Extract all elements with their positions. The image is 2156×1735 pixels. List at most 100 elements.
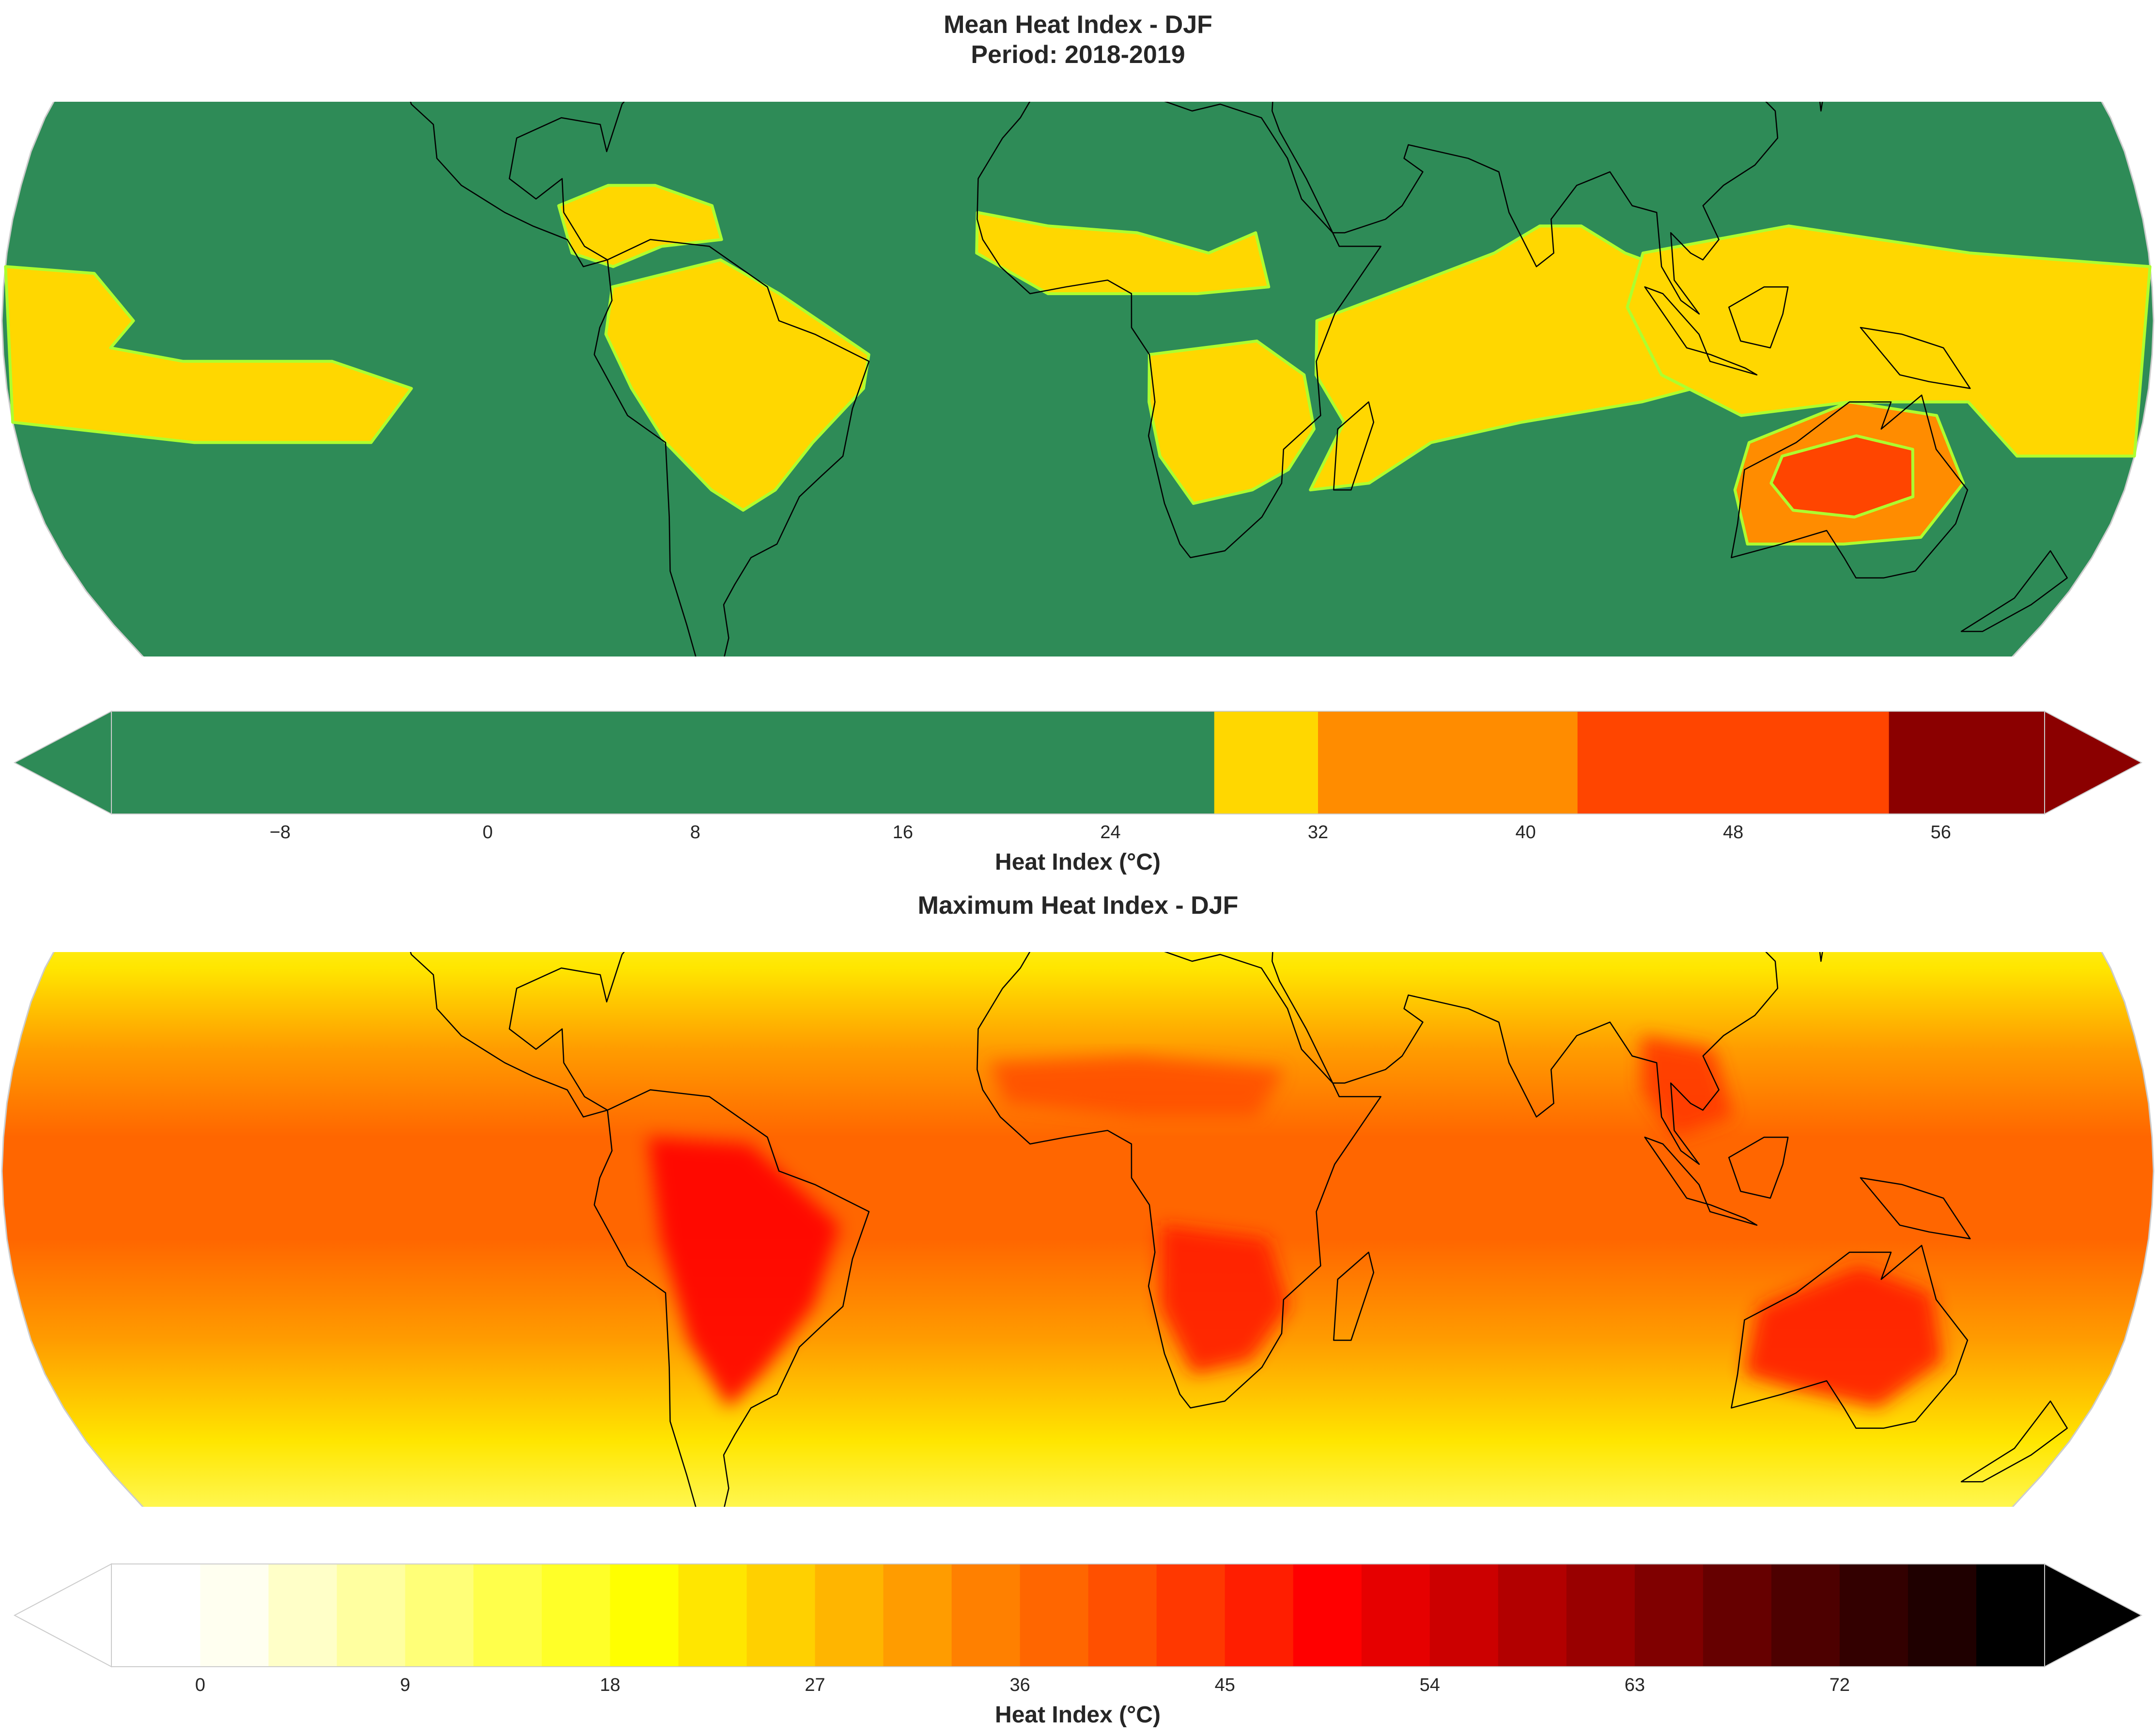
max-colorbar-tick-label: 63 [1625, 1675, 1645, 1695]
coastline-eurasia [1272, 102, 1779, 315]
max-colorbar-segment-under [111, 1564, 201, 1667]
max-colorbar-segment-18 [1429, 1564, 1499, 1667]
max-colorbar-tick-label: 18 [600, 1675, 620, 1695]
max-heat-index-map [1, 952, 2155, 1507]
map1-title: Mean Heat Index - DJF [944, 11, 1212, 39]
coastline-eurasia [1272, 952, 1779, 1165]
mean-colorbar-tick-label: 48 [1723, 822, 1743, 843]
max-colorbar-tick-label: 9 [400, 1675, 410, 1695]
southeast-asia-hotspot [1641, 1035, 1733, 1138]
max-colorbar-tick-label: 36 [1009, 1675, 1030, 1695]
max-colorbar-frame [111, 1563, 2045, 1667]
map1-background [1, 102, 2155, 656]
max-colorbar-segment-14 [1156, 1564, 1225, 1667]
max-colorbar-segment-5 [542, 1564, 610, 1667]
max-colorbar-segment-6 [610, 1564, 679, 1667]
max-colorbar-segment-21 [1634, 1564, 1704, 1667]
coastline-borneo [1728, 286, 1789, 349]
max-colorbar-segment-over [1976, 1564, 2045, 1667]
max-colorbar-extend-high [2044, 1563, 2143, 1668]
coastline-south-america [593, 1089, 870, 1507]
max-colorbar-segment-10 [883, 1564, 952, 1667]
coastline-north-america [410, 102, 625, 267]
max-colorbar-segment-20 [1566, 1564, 1635, 1667]
southern-africa-hotspot [1160, 1225, 1289, 1374]
coastline-new-zealand [1960, 550, 2068, 632]
mean-colorbar-tick-label: 56 [1931, 822, 1951, 843]
coastline-new-guinea [1860, 327, 1971, 389]
max-colorbar-segment-13 [1088, 1564, 1157, 1667]
map2-layer [1, 952, 2155, 1507]
max-colorbar-segment-7 [678, 1564, 747, 1667]
mean-colorbar-tick-label: −8 [270, 822, 291, 843]
max-colorbar-segment-0 [200, 1564, 269, 1667]
mean-colorbar-segment-0 [111, 711, 1215, 814]
max-heat-index-map-panel [0, 952, 2156, 1507]
west-africa-warm-area [975, 211, 1271, 296]
mean-colorbar-tick-label: 8 [690, 822, 700, 843]
southern-africa-warm-area [1148, 339, 1316, 505]
max-colorbar-tick-label: 27 [805, 1675, 825, 1695]
map1-subtitle: Period: 2018-2019 [971, 41, 1185, 69]
max-colorbar-segment-22 [1703, 1564, 1772, 1667]
map2-title: Maximum Heat Index - DJF [917, 891, 1239, 920]
max-heat-index-colorbar: 0 9 18 27 36 45 54 63 72 Heat Index (°C) [13, 1563, 2143, 1728]
mean-heat-index-map-panel [0, 102, 2156, 656]
mean-colorbar-segment-4 [1889, 711, 2045, 814]
coastline-borneo [1728, 1136, 1789, 1199]
coastline-africa [977, 102, 1381, 559]
max-colorbar-tick-label: 45 [1215, 1675, 1235, 1695]
coastline-south-america [593, 239, 870, 656]
coastline-new-guinea [1860, 1177, 1971, 1239]
max-colorbar-axis-label: Heat Index (°C) [995, 1702, 1161, 1728]
mean-colorbar-segment-3 [1577, 711, 1890, 814]
max-heat-field [2, 952, 2154, 1507]
max-colorbar-tick-label: 0 [195, 1675, 205, 1695]
coastline-madagascar [1333, 1251, 1375, 1341]
coastline-madagascar [1333, 401, 1375, 491]
max-colorbar-segment-1 [268, 1564, 337, 1667]
map2-outline [1, 952, 2155, 1507]
mean-colorbar-panel: −8 0 8 16 24 32 40 48 56 Heat Index (°C) [0, 707, 2156, 877]
max-colorbar-tick-label: 72 [1830, 1675, 1850, 1695]
mean-colorbar-extend-low [13, 710, 112, 815]
map1-layer [1, 102, 2155, 656]
coastline-north-america [410, 952, 625, 1118]
mean-heat-index-map [1, 102, 2155, 656]
mean-heat-index-colorbar: −8 0 8 16 24 32 40 48 56 Heat Index (°C) [13, 710, 2143, 875]
maritime-continent-west-pacific-warm-area [1626, 224, 2152, 458]
max-colorbar-segment-4 [473, 1564, 542, 1667]
max-colorbar-segment-3 [405, 1564, 474, 1667]
coastline-australia [1731, 394, 1969, 578]
sahel-hotspot [989, 1056, 1285, 1117]
caribbean-central-america-warm-area [557, 184, 723, 268]
mean-colorbar-tick-label: 0 [482, 822, 493, 843]
max-colorbar-segment-15 [1225, 1564, 1294, 1667]
mean-colorbar-segment-2 [1318, 711, 1578, 814]
coastline-australia [1731, 1245, 1969, 1429]
max-colorbar-segment-16 [1293, 1564, 1362, 1667]
amazon-warm-area [604, 258, 870, 512]
map2-field [2, 952, 2154, 1507]
mean-colorbar-axis-label: Heat Index (°C) [995, 849, 1161, 875]
max-colorbar-extend-low [13, 1563, 112, 1668]
map1-coastlines [410, 102, 2068, 656]
max-colorbar-segment-12 [1020, 1564, 1089, 1667]
max-colorbar-segment-11 [951, 1564, 1021, 1667]
mean-colorbar-tick-label: 32 [1308, 822, 1328, 843]
max-colorbar-segment-23 [1771, 1564, 1840, 1667]
mean-colorbar-extend-high [2044, 710, 2143, 815]
max-colorbar-tick-label: 54 [1420, 1675, 1440, 1695]
coastline-indonesia [1644, 286, 1758, 375]
max-colorbar-segment-8 [746, 1564, 816, 1667]
australia-interior-very-hot-area [1769, 434, 1915, 519]
mean-colorbar-tick-label: 16 [893, 822, 913, 843]
max-colorbar-segment-24 [1839, 1564, 1908, 1667]
coastline-africa [977, 952, 1381, 1409]
australia-hotspot [1743, 1266, 1943, 1408]
max-colorbar-panel: 0 9 18 27 36 45 54 63 72 Heat Index (°C) [0, 1558, 2156, 1733]
central-pacific-warm-area [4, 265, 413, 444]
mean-colorbar-frame [111, 711, 2045, 814]
map2-coastlines [410, 952, 2068, 1507]
coastline-new-zealand [1960, 1400, 2068, 1483]
